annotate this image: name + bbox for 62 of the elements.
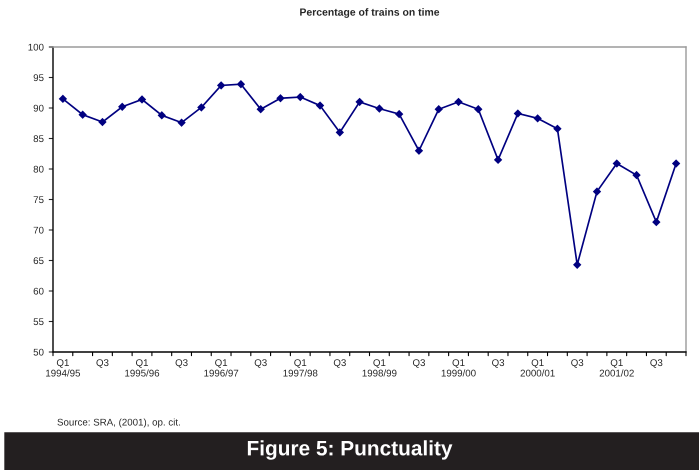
point xyxy=(316,102,324,110)
point xyxy=(356,98,364,106)
x-tick-label: Q1 1998/99 xyxy=(362,359,397,377)
y-tick-label: 55 xyxy=(34,318,44,326)
point xyxy=(217,81,226,90)
source-note: Source: SRA, (2001), op. cit. xyxy=(57,418,180,428)
point xyxy=(98,118,106,126)
x-tick-label: Q3 xyxy=(254,359,267,368)
point xyxy=(534,114,542,122)
point xyxy=(474,105,482,114)
x-tick-label: Q1 2000/01 xyxy=(520,359,555,377)
point xyxy=(494,156,502,164)
y-tick-label: 95 xyxy=(34,74,44,82)
x-tick-label: Q1 1996/97 xyxy=(204,359,238,377)
point xyxy=(454,98,462,106)
point xyxy=(118,102,126,111)
y-tick-label: 60 xyxy=(34,288,44,295)
x-tick-label: Q3 xyxy=(176,359,188,368)
y-tick-label: 90 xyxy=(34,104,44,112)
point xyxy=(672,160,680,168)
point xyxy=(58,94,67,103)
x-tick-label: Q3 xyxy=(650,359,662,368)
y-tick-label: 50 xyxy=(34,348,44,356)
y-tick-label: 65 xyxy=(34,257,44,264)
point xyxy=(632,171,641,180)
point xyxy=(138,96,146,104)
point xyxy=(553,124,562,133)
y-tick-label: 85 xyxy=(34,135,44,142)
x-tick-label: Q3 xyxy=(412,359,426,368)
point xyxy=(178,118,186,127)
x-tick-label: Q3 xyxy=(334,359,346,368)
point xyxy=(514,110,522,118)
x-tick-label: Q1 1997/98 xyxy=(283,359,318,377)
point xyxy=(593,188,601,196)
point xyxy=(375,104,384,113)
x-tick-label: Q1 1995/96 xyxy=(125,359,160,377)
point xyxy=(336,128,344,136)
point xyxy=(236,80,245,88)
x-tick-label: Q1 1994/95 xyxy=(46,359,80,377)
y-tick-label: 75 xyxy=(34,196,44,204)
x-tick-label: Q3 xyxy=(492,359,504,368)
y-tick-label: 100 xyxy=(28,44,44,51)
x-tick-label: Q3 xyxy=(96,359,109,368)
y-tick-label: 70 xyxy=(34,226,44,234)
chart-title: Percentage of trains on time xyxy=(300,8,440,18)
point xyxy=(414,146,423,155)
x-tick-label: Q1 1999/00 xyxy=(442,359,476,377)
point xyxy=(296,93,304,101)
point xyxy=(652,218,660,226)
point xyxy=(434,105,443,114)
x-tick-label: Q3 xyxy=(571,359,584,368)
point xyxy=(78,110,87,119)
x-tick-label: Q1 2001/02 xyxy=(600,359,634,377)
caption: Figure 5: Punctuality xyxy=(248,440,452,460)
point xyxy=(573,260,582,269)
point xyxy=(612,160,621,168)
point xyxy=(256,105,265,114)
y-tick-label: 80 xyxy=(34,166,44,173)
point xyxy=(158,111,166,120)
point xyxy=(395,110,404,118)
point xyxy=(276,94,284,102)
point xyxy=(197,103,206,112)
